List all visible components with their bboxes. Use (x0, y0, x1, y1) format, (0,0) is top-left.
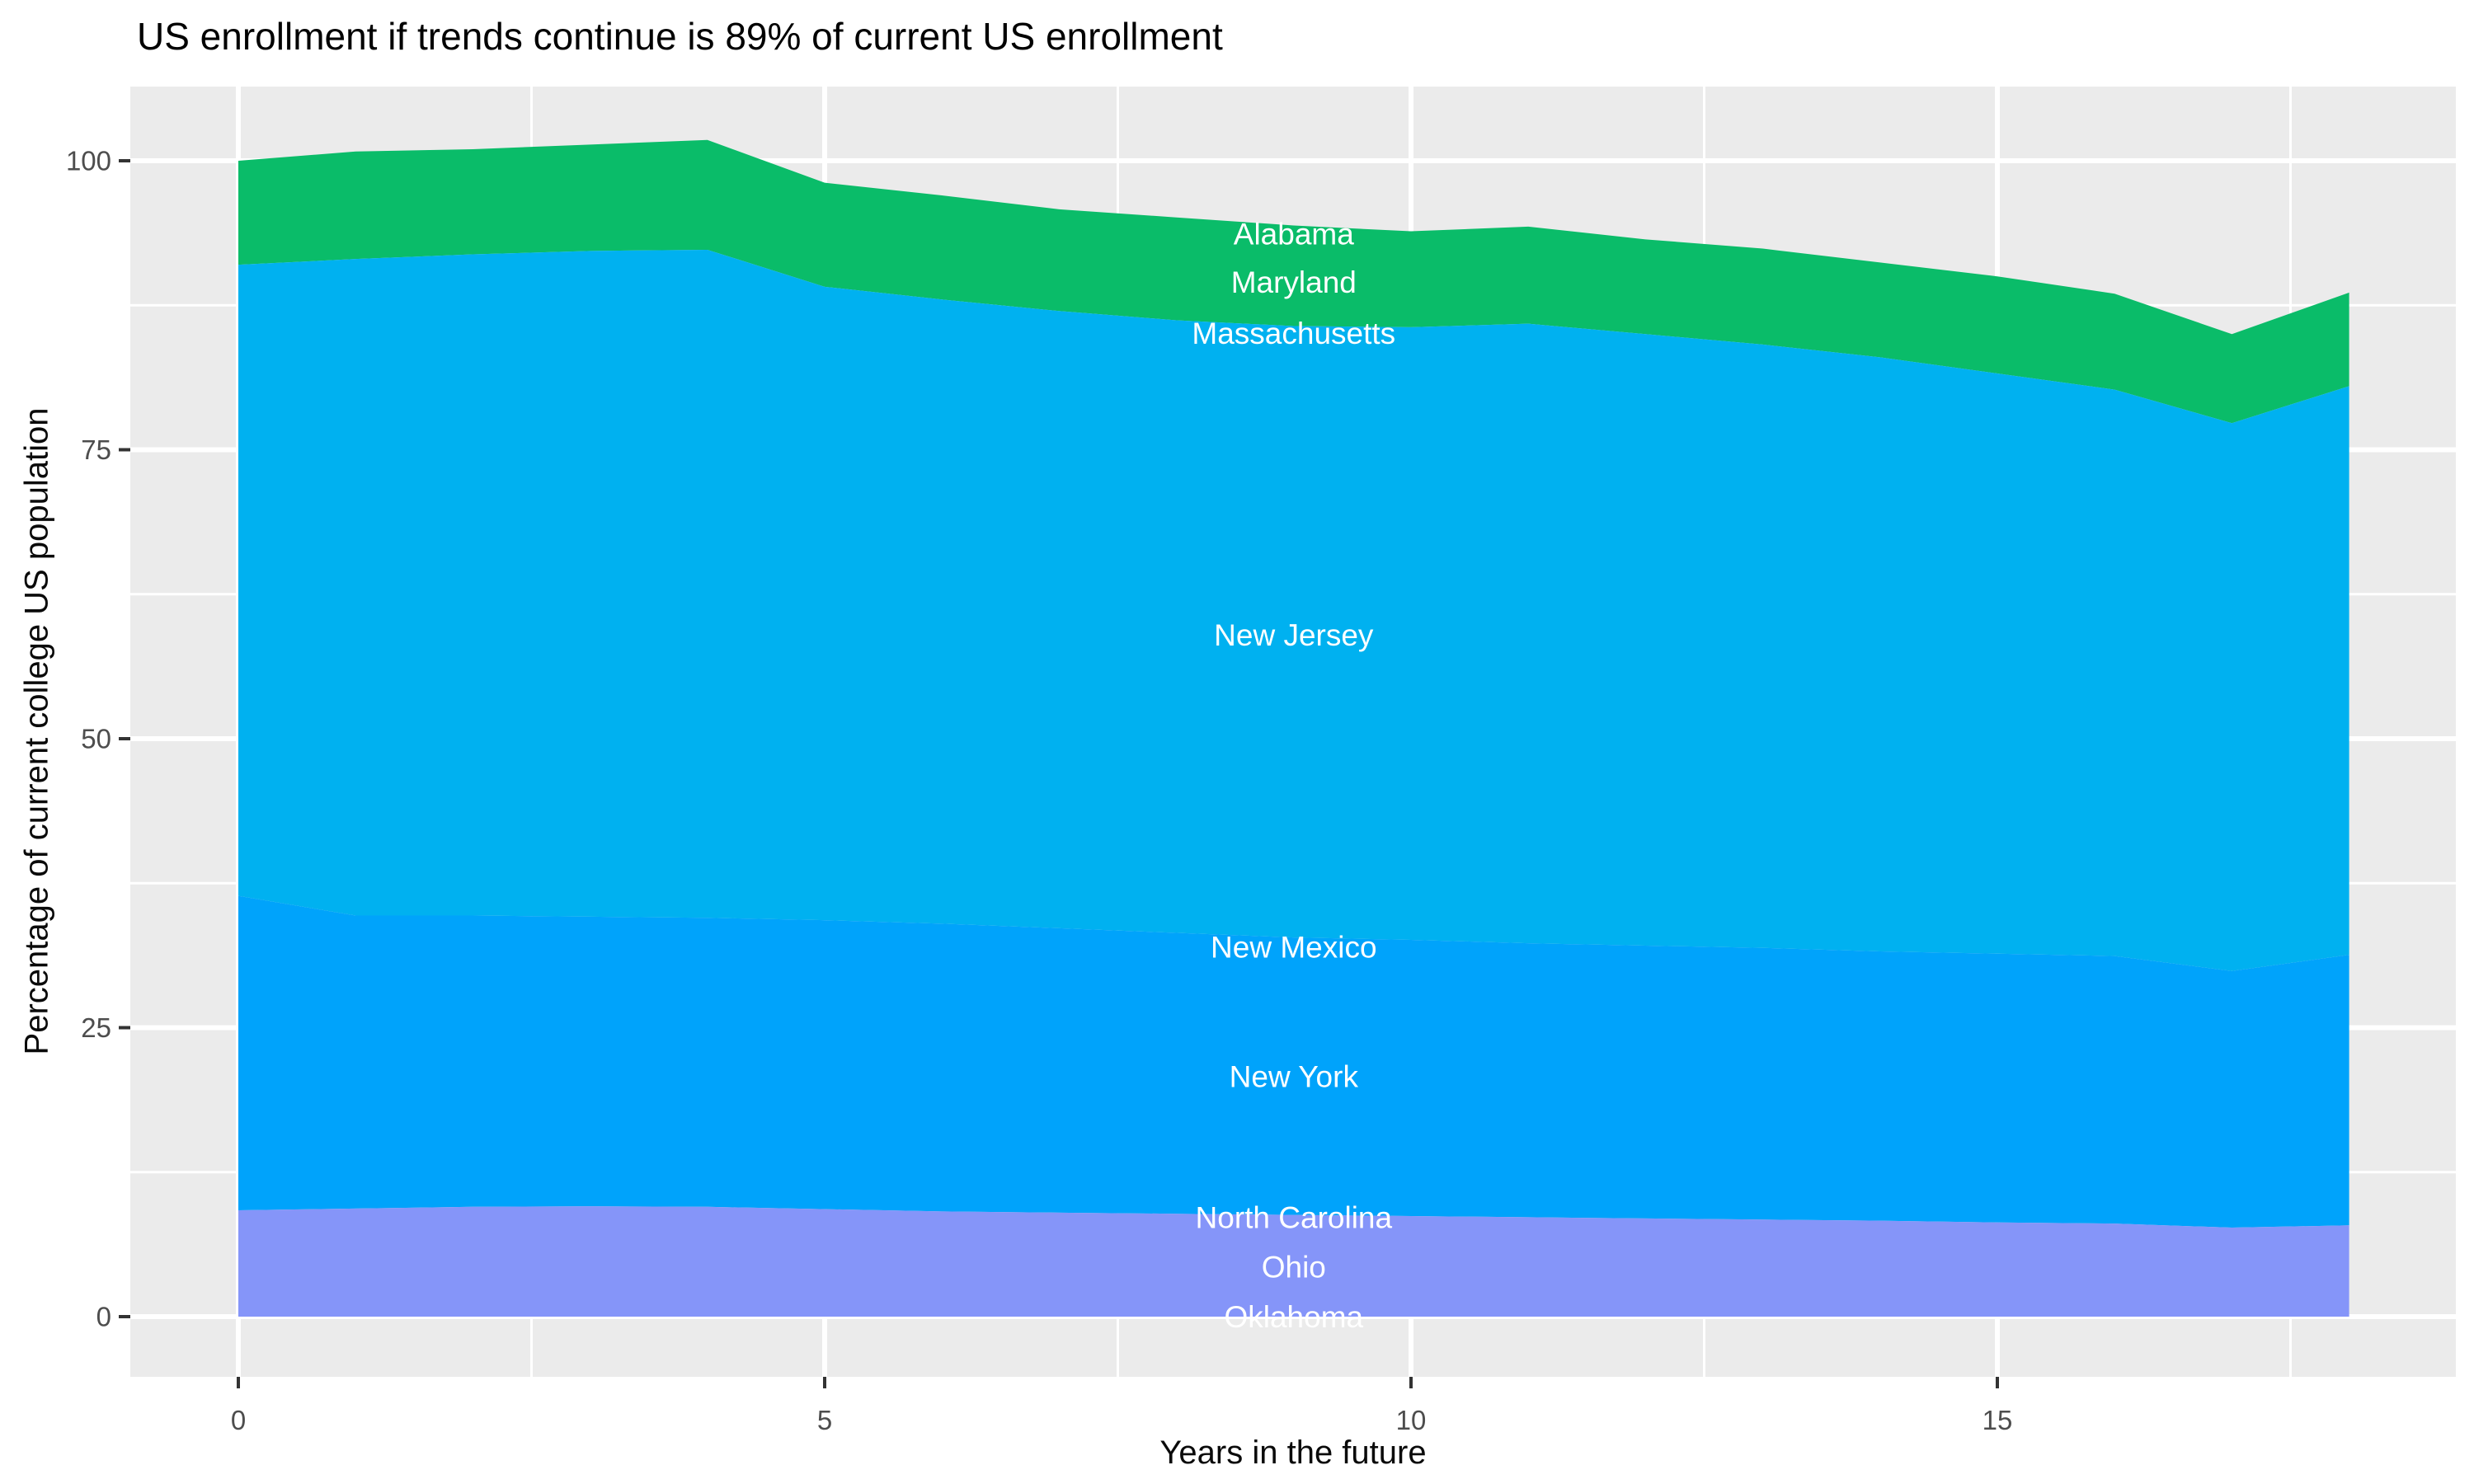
state-label-alabama: Alabama (1234, 217, 1354, 251)
x-tick-label-0: 0 (231, 1405, 246, 1435)
state-label-ohio: Ohio (1262, 1251, 1326, 1284)
state-label-new-jersey: New Jersey (1214, 618, 1374, 652)
state-label-north-carolina: North Carolina (1196, 1200, 1393, 1234)
x-axis-title: Years in the future (1159, 1435, 1427, 1471)
state-label-maryland: Maryland (1231, 265, 1357, 299)
x-tick-label-15: 15 (1982, 1405, 2013, 1435)
y-tick-label-100: 100 (66, 146, 111, 176)
x-tick-label-5: 5 (817, 1405, 832, 1435)
y-axis-title: Percentage of current college US populat… (18, 407, 55, 1055)
y-tick-label-25: 25 (81, 1012, 111, 1043)
y-tick-label-50: 50 (81, 724, 111, 754)
state-label-new-mexico: New Mexico (1211, 930, 1377, 964)
x-tick-label-10: 10 (1396, 1405, 1427, 1435)
y-tick-label-0: 0 (96, 1302, 111, 1332)
area-blue-band (238, 895, 2349, 1228)
state-label-oklahoma: Oklahoma (1224, 1300, 1363, 1334)
chart-title: US enrollment if trends continue is 89% … (137, 15, 1223, 58)
area-periwinkle-band (238, 1206, 2349, 1317)
y-tick-label-75: 75 (81, 434, 111, 465)
state-label-massachusetts: Massachusetts (1192, 317, 1395, 350)
area-green-band (238, 139, 2349, 424)
state-label-new-york: New York (1230, 1059, 1359, 1093)
area-cyan-band (238, 249, 2349, 971)
